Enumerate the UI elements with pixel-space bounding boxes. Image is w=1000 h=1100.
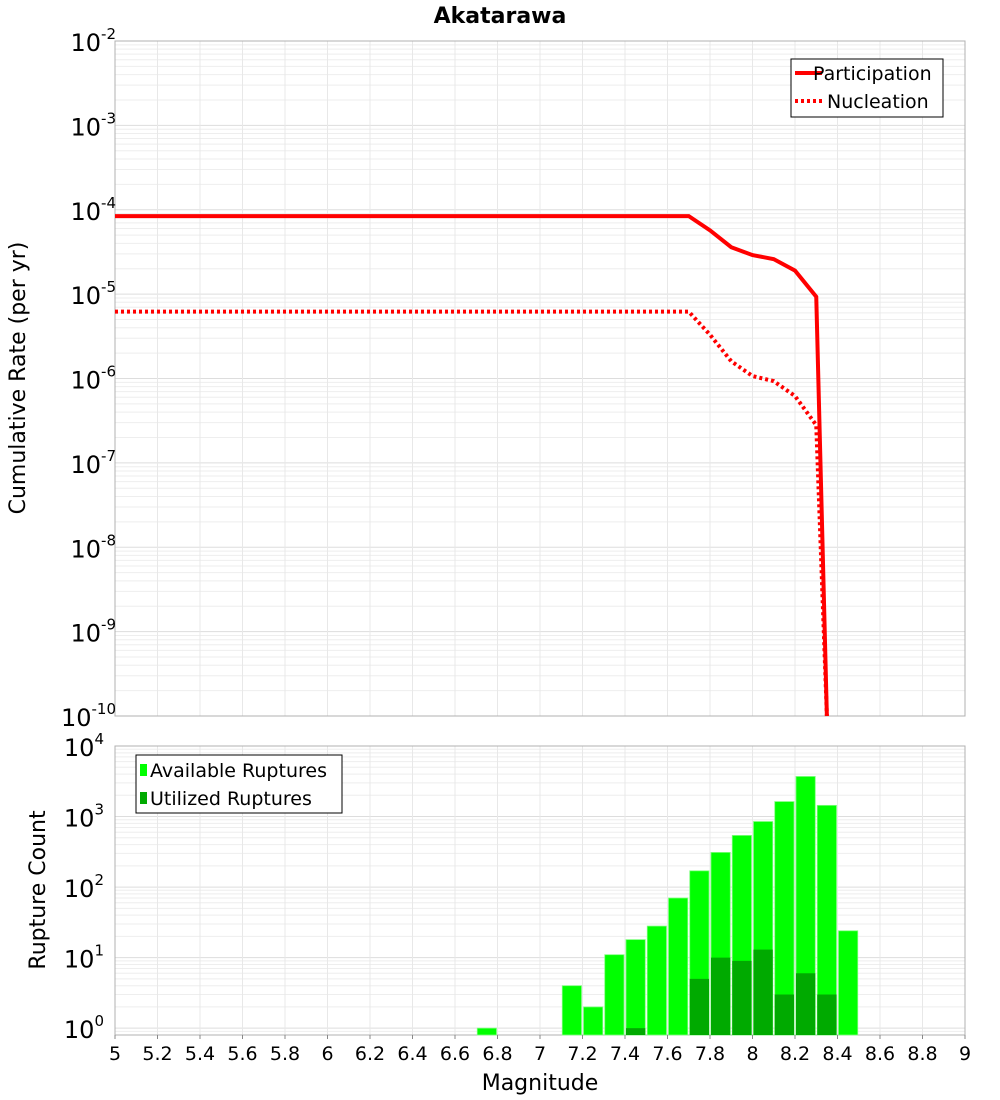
y-axis-label-count: Rupture Count bbox=[26, 810, 51, 970]
bar-utilized-ruptures bbox=[689, 978, 709, 1035]
y-tick-label: 104 bbox=[64, 730, 104, 762]
x-tick-label: 7.2 bbox=[567, 1043, 597, 1065]
y-tick-label: 103 bbox=[64, 801, 104, 833]
y-axis-label-rate: Cumulative Rate (per yr) bbox=[6, 242, 31, 515]
chart-title: Akatarawa bbox=[434, 4, 567, 29]
bar-available-ruptures bbox=[583, 1006, 604, 1036]
bar-available-ruptures bbox=[625, 939, 646, 1036]
x-tick-label: 6.4 bbox=[397, 1043, 427, 1065]
bar-utilized-ruptures bbox=[817, 994, 837, 1035]
legend-label: Available Ruptures bbox=[150, 760, 327, 782]
y-tick-label: 10-10 bbox=[61, 700, 116, 732]
bar-available-ruptures bbox=[476, 1027, 497, 1036]
x-tick-label: 8.6 bbox=[865, 1043, 895, 1065]
bar-available-ruptures bbox=[838, 930, 859, 1036]
x-tick-label: 8.8 bbox=[907, 1043, 937, 1065]
y-tick-label: 10-3 bbox=[70, 109, 116, 141]
legend-box bbox=[790, 58, 944, 118]
x-axis-label: Magnitude bbox=[482, 1071, 599, 1096]
x-tick-label: 5.2 bbox=[142, 1043, 172, 1065]
bar-available-ruptures bbox=[668, 897, 689, 1036]
bar-available-ruptures bbox=[561, 985, 582, 1036]
x-tick-label: 5.6 bbox=[227, 1043, 257, 1065]
x-tick-label: 8.2 bbox=[780, 1043, 810, 1065]
y-tick-label: 10-6 bbox=[70, 363, 116, 395]
bar-utilized-ruptures bbox=[732, 960, 752, 1035]
bar-available-ruptures bbox=[646, 925, 667, 1036]
y-tick-label: 102 bbox=[64, 871, 104, 903]
y-tick-label: 10-9 bbox=[70, 616, 116, 648]
x-tick-label: 9 bbox=[959, 1043, 971, 1065]
y-tick-label: 10-8 bbox=[70, 531, 116, 563]
x-tick-label: 8 bbox=[746, 1043, 758, 1065]
y-tick-label: 101 bbox=[64, 942, 104, 974]
x-tick-label: 6.8 bbox=[482, 1043, 512, 1065]
y-tick-label: 10-7 bbox=[70, 447, 116, 479]
bar-utilized-ruptures bbox=[711, 957, 731, 1035]
x-tick-label: 6.2 bbox=[355, 1043, 385, 1065]
y-tick-label: 100 bbox=[64, 1012, 104, 1044]
legend-rate: Participation Nucleation bbox=[790, 58, 944, 118]
legend-label: Nucleation bbox=[827, 91, 929, 113]
x-tick-label: 5.8 bbox=[270, 1043, 300, 1065]
legend-count: Available Ruptures Utilized Ruptures bbox=[135, 754, 343, 814]
x-tick-label: 7.8 bbox=[695, 1043, 725, 1065]
bar-utilized-ruptures bbox=[626, 1028, 646, 1035]
bar-utilized-ruptures bbox=[796, 973, 816, 1035]
y-tick-label: 10-2 bbox=[70, 25, 116, 57]
legend-label: Participation bbox=[813, 63, 932, 85]
x-tick-label: 7.6 bbox=[652, 1043, 682, 1065]
bar-utilized-ruptures bbox=[753, 949, 773, 1035]
plot-frame bbox=[114, 40, 966, 717]
legend-swatch bbox=[140, 764, 147, 776]
legend-box bbox=[135, 754, 343, 814]
legend-swatch bbox=[140, 792, 147, 804]
count-plot: 100 101 102 103 104 5 5.2 5.4 5.6 5.8 6 6.2 6.4 6.6 6.… bbox=[64, 730, 971, 1065]
x-tick-label: 7 bbox=[534, 1043, 546, 1065]
x-tick-label: 5 bbox=[109, 1043, 121, 1065]
series-line-participation bbox=[115, 214, 829, 717]
y-tick-label: 10-4 bbox=[70, 194, 116, 226]
series-line-nucleation bbox=[115, 309, 829, 717]
y-tick-label: 10-5 bbox=[70, 278, 116, 310]
bar-available-ruptures bbox=[604, 954, 625, 1036]
x-tick-label: 7.4 bbox=[610, 1043, 640, 1065]
rate-plot: 10-10 10-9 10-8 10-7 10-6 10-5 10-4 10-3 10-2 Par… bbox=[61, 25, 966, 732]
legend-label: Utilized Ruptures bbox=[150, 788, 312, 810]
x-tick-label: 6 bbox=[321, 1043, 333, 1065]
x-tick-label: 5.4 bbox=[185, 1043, 215, 1065]
x-tick-label: 8.4 bbox=[822, 1043, 852, 1065]
bar-utilized-ruptures bbox=[774, 994, 794, 1035]
x-tick-label: 6.6 bbox=[440, 1043, 470, 1065]
